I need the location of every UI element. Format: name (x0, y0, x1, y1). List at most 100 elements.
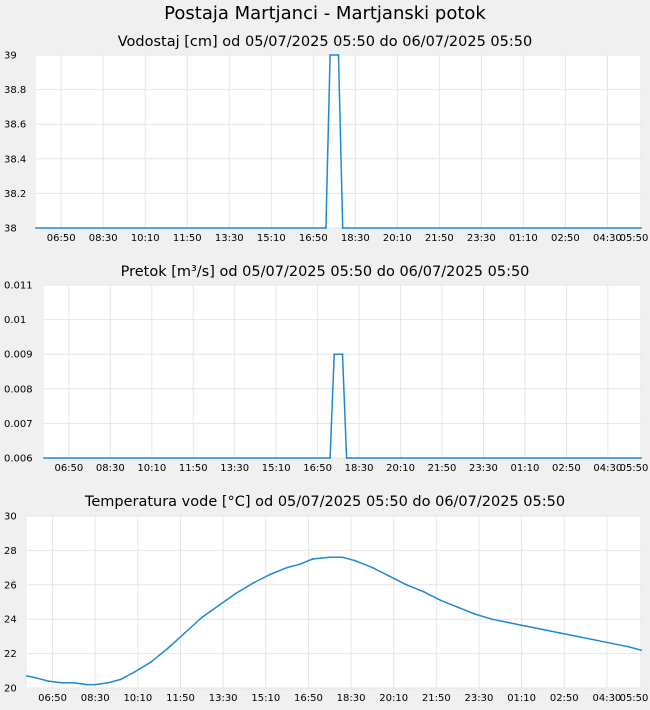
chart-title: Vodostaj [cm] od 05/07/2025 05:50 do 06/… (118, 34, 532, 50)
data-point (85, 683, 88, 686)
x-tick-label: 10:10 (131, 233, 160, 244)
data-point (47, 680, 50, 682)
data-point (610, 642, 613, 645)
x-tick-label: 21:50 (428, 463, 457, 474)
x-tick-label: 13:30 (209, 693, 238, 704)
plot-area (27, 516, 641, 688)
y-tick-label: 30 (4, 512, 17, 523)
x-tick-label: 02:50 (550, 693, 579, 704)
x-tick-label: 06:50 (54, 463, 83, 474)
data-point (94, 683, 97, 686)
data-point (349, 457, 352, 459)
data-point (269, 573, 271, 576)
x-tick-label: 20:10 (383, 233, 412, 244)
x-tick-label: 02:50 (551, 233, 580, 244)
data-point (329, 54, 331, 56)
y-tick-label: 0.009 (4, 350, 33, 361)
data-point (439, 599, 442, 602)
x-tick-label: 18:30 (337, 693, 366, 704)
x-tick-label: 08:30 (81, 693, 110, 704)
x-tick-label: 06:50 (47, 233, 76, 244)
y-tick-label: 0.008 (4, 384, 33, 395)
data-point (252, 582, 254, 584)
x-tick-label: 05:50 (620, 463, 649, 474)
data-point (507, 621, 510, 624)
y-tick-label: 38.6 (4, 120, 26, 131)
x-tick-label: 05:50 (620, 233, 649, 244)
x-tick-label: 02:50 (552, 463, 581, 474)
x-tick-label: 15:10 (251, 693, 280, 704)
y-tick-label: 0.01 (4, 315, 26, 326)
y-tick-label: 0.007 (4, 419, 33, 430)
data-point (333, 353, 336, 356)
data-point (107, 681, 109, 684)
data-point (35, 227, 37, 229)
data-point (183, 632, 186, 634)
x-tick-label: 04:30 (592, 693, 621, 704)
page-title: Postaja Martjanci - Martjanski potok (164, 3, 486, 24)
x-tick-label: 08:30 (96, 463, 125, 474)
x-tick-label: 23:30 (469, 463, 498, 474)
data-point (542, 628, 544, 631)
x-tick-label: 01:10 (509, 233, 538, 244)
data-point (235, 592, 237, 595)
data-point (329, 457, 331, 459)
y-tick-label: 20 (4, 684, 17, 695)
x-tick-label: 18:30 (341, 233, 370, 244)
y-tick-label: 38.8 (4, 85, 26, 96)
y-tick-label: 26 (4, 580, 17, 591)
x-tick-label: 08:30 (89, 233, 118, 244)
x-tick-label: 13:30 (220, 463, 249, 474)
data-point (328, 556, 331, 559)
data-point (341, 556, 344, 559)
data-point (26, 675, 28, 677)
data-point (34, 676, 37, 679)
data-point (149, 661, 152, 664)
data-point (132, 671, 135, 674)
data-point (345, 457, 348, 459)
x-tick-label: 01:10 (511, 463, 540, 474)
y-tick-label: 38.4 (4, 154, 26, 165)
y-tick-label: 0.006 (4, 454, 33, 465)
data-point (73, 681, 75, 684)
y-tick-label: 22 (4, 649, 17, 660)
y-tick-label: 39 (4, 51, 17, 62)
x-tick-label: 10:10 (137, 463, 166, 474)
data-point (490, 618, 493, 621)
data-point (200, 616, 203, 619)
x-tick-label: 23:30 (465, 693, 494, 704)
x-tick-label: 06:50 (38, 693, 67, 704)
x-tick-label: 16:50 (294, 693, 323, 704)
data-point (525, 625, 527, 627)
data-point (405, 583, 408, 586)
data-point (119, 678, 122, 681)
chart-title: Pretok [m³/s] od 05/07/2025 05:50 do 06/… (121, 264, 530, 280)
data-point (346, 227, 348, 229)
data-point (325, 227, 327, 229)
data-point (456, 606, 459, 609)
data-point (640, 457, 642, 459)
data-point (218, 604, 220, 607)
data-point (627, 645, 630, 648)
data-point (473, 613, 476, 615)
data-point (166, 647, 169, 650)
x-tick-label: 13:30 (215, 233, 244, 244)
x-tick-label: 04:30 (593, 463, 622, 474)
data-point (640, 227, 642, 229)
y-tick-label: 38 (4, 224, 17, 235)
data-point (559, 632, 561, 634)
data-point (640, 649, 642, 652)
x-tick-label: 11:50 (179, 463, 208, 474)
x-tick-label: 23:30 (467, 233, 496, 244)
data-point (43, 457, 45, 459)
chart-title: Temperatura vode [°C] od 05/07/2025 05:5… (84, 494, 565, 510)
x-tick-label: 11:50 (173, 233, 202, 244)
x-tick-label: 21:50 (422, 693, 451, 704)
y-tick-label: 24 (4, 615, 17, 626)
x-tick-label: 20:10 (379, 693, 408, 704)
x-tick-label: 21:50 (425, 233, 454, 244)
data-point (299, 563, 301, 566)
data-point (593, 638, 595, 641)
